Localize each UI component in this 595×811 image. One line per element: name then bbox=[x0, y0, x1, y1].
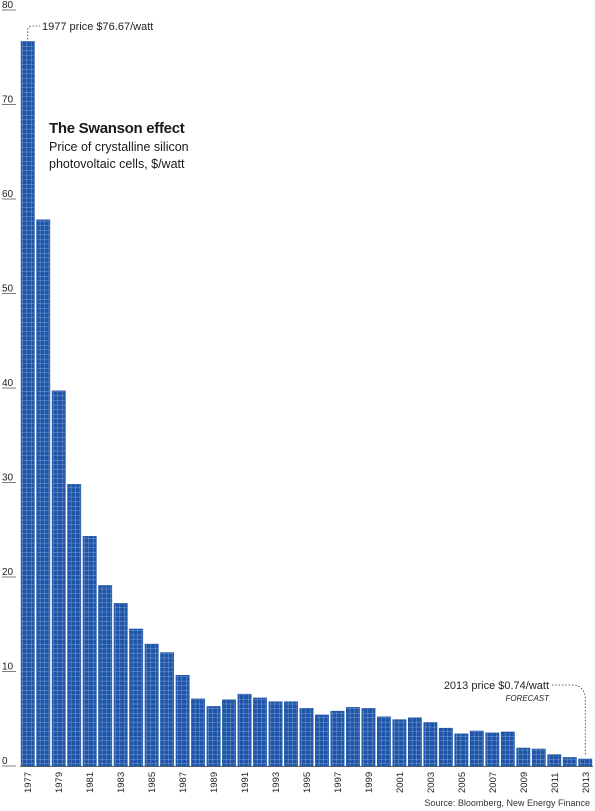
end-annotation-leader bbox=[552, 684, 586, 756]
x-tick-label: 1989 bbox=[209, 772, 220, 793]
y-tick-label: 10 bbox=[2, 662, 14, 673]
bar-1992 bbox=[253, 697, 267, 767]
bar-2006 bbox=[469, 730, 484, 767]
start-price-annotation: 1977 price $76.67/watt bbox=[42, 21, 153, 33]
x-tick-label: 2009 bbox=[519, 772, 530, 793]
y-tick-label: 50 bbox=[2, 284, 14, 295]
bar-1985 bbox=[144, 643, 159, 767]
bar-2010 bbox=[531, 748, 546, 767]
bar-1986 bbox=[160, 652, 175, 767]
y-tick-label: 80 bbox=[2, 0, 14, 11]
x-tick-label: 1995 bbox=[302, 772, 313, 793]
bar-1982 bbox=[98, 585, 113, 767]
x-axis: 1977 1979 1981 1983 1985 1987 1989 1991 1993 1995… bbox=[23, 772, 592, 793]
bar-1984 bbox=[129, 628, 144, 767]
bar-1998 bbox=[346, 707, 360, 767]
bar-2000 bbox=[376, 716, 391, 767]
y-tick-label: 70 bbox=[2, 95, 14, 106]
bar-2011 bbox=[547, 754, 562, 767]
y-tick-label: 0 bbox=[2, 756, 8, 767]
bar-2007 bbox=[485, 732, 500, 767]
bar-1983 bbox=[113, 603, 128, 767]
bar-2009 bbox=[516, 747, 531, 767]
x-tick-label: 2013 bbox=[581, 772, 592, 793]
x-tick-label: 1983 bbox=[116, 772, 127, 793]
x-tick-label: 1991 bbox=[240, 772, 251, 793]
bar-2001 bbox=[392, 719, 407, 767]
bar-1994 bbox=[284, 701, 298, 767]
x-tick-label: 2005 bbox=[457, 772, 468, 793]
bar-1995 bbox=[299, 708, 314, 767]
bar-1989 bbox=[206, 706, 221, 767]
start-annotation-leader bbox=[27, 25, 40, 40]
bar-1981 bbox=[82, 536, 97, 767]
bar-1978 bbox=[36, 219, 51, 767]
bar-1999 bbox=[361, 708, 376, 767]
bar-1987 bbox=[175, 674, 190, 767]
annotations: 1977 price $76.67/watt 2013 price $0.74/… bbox=[27, 21, 586, 756]
forecast-label: FORECAST bbox=[505, 694, 550, 703]
x-tick-label: 1985 bbox=[147, 772, 158, 793]
x-tick-label: 2011 bbox=[550, 773, 561, 793]
bar-2005 bbox=[454, 733, 469, 767]
x-tick-label: 1987 bbox=[178, 772, 189, 793]
bar-2012 bbox=[562, 757, 577, 767]
bar-1997 bbox=[330, 710, 345, 767]
bar-1988 bbox=[191, 698, 206, 767]
bar-1996 bbox=[315, 714, 329, 767]
x-tick-label: 1999 bbox=[364, 772, 375, 793]
x-tick-label: 1981 bbox=[85, 772, 96, 793]
y-tick-label: 60 bbox=[2, 189, 14, 200]
y-tick-label: 20 bbox=[2, 567, 14, 578]
bar-1993 bbox=[268, 701, 283, 767]
y-tick-label: 30 bbox=[2, 473, 14, 484]
y-axis: 0 10 20 30 40 50 60 70 80 bbox=[2, 0, 16, 767]
bar-1980 bbox=[67, 484, 82, 767]
chart-subtitle: Price of crystalline silicon photovoltai… bbox=[49, 140, 189, 171]
bar-2008 bbox=[500, 731, 515, 767]
x-tick-label: 1979 bbox=[54, 772, 65, 793]
bar-2013 bbox=[578, 758, 593, 767]
bar-1979 bbox=[51, 390, 66, 767]
bar-2004 bbox=[438, 727, 453, 767]
x-tick-label: 2001 bbox=[395, 772, 406, 793]
x-tick-label: 2007 bbox=[488, 772, 499, 793]
bar-1977 bbox=[20, 41, 35, 767]
bars bbox=[20, 41, 593, 767]
bar-1990 bbox=[222, 699, 237, 767]
source-note: Source: Bloomberg, New Energy Finance bbox=[424, 798, 590, 808]
y-tick-label: 40 bbox=[2, 378, 14, 389]
title-block: The Swanson effect Price of crystalline … bbox=[49, 120, 199, 173]
x-tick-label: 1993 bbox=[271, 772, 282, 793]
x-tick-label: 1977 bbox=[23, 772, 34, 793]
chart-title: The Swanson effect bbox=[49, 120, 185, 137]
bar-1991 bbox=[237, 693, 252, 767]
end-price-annotation: 2013 price $0.74/watt bbox=[444, 680, 549, 692]
bar-2003 bbox=[423, 722, 438, 767]
x-tick-label: 2003 bbox=[426, 772, 437, 793]
x-tick-label: 1997 bbox=[333, 772, 344, 793]
bar-2002 bbox=[407, 717, 422, 767]
